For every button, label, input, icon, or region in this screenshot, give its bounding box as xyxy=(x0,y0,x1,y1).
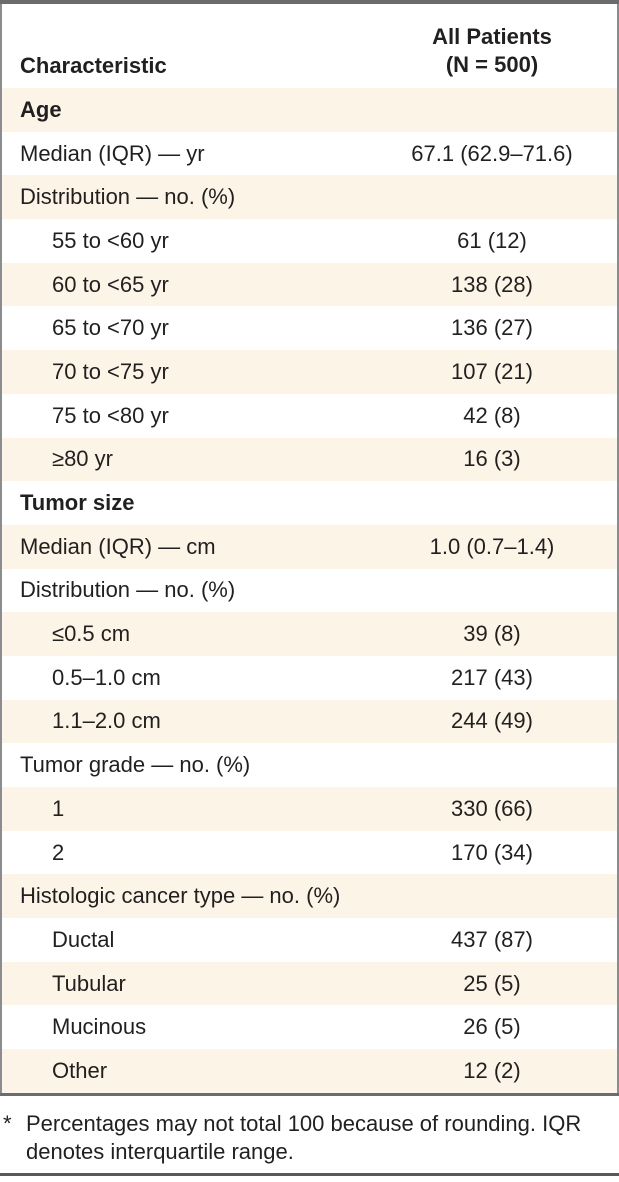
row-label: ≥80 yr xyxy=(52,446,113,472)
row-label: Tumor size xyxy=(20,490,135,516)
row-value: 67.1 (62.9–71.6) xyxy=(411,140,573,166)
table-row: Median (IQR) — yr 67.1 (62.9–71.6) xyxy=(2,131,617,176)
footnote-marker: * xyxy=(3,1110,12,1136)
row-label: 70 to <75 yr xyxy=(52,358,169,384)
page-bottom-rule xyxy=(0,1173,619,1176)
row-value: 61 (12) xyxy=(457,227,527,253)
table-row: Ductal 437 (87) xyxy=(2,918,617,962)
row-value: 42 (8) xyxy=(463,402,521,428)
row-label: 60 to <65 yr xyxy=(52,271,169,297)
table-row: Histologic cancer type — no. (%) xyxy=(2,874,617,919)
table-row: 2 170 (34) xyxy=(2,830,617,875)
row-label: Histologic cancer type — no. (%) xyxy=(20,883,341,909)
table-row: Tumor size xyxy=(2,481,617,525)
table-row: Tumor grade — no. (%) xyxy=(2,743,617,787)
table-header-row: Characteristic All Patients (N = 500) xyxy=(2,4,617,88)
row-label: Distribution — no. (%) xyxy=(20,577,236,603)
table-row: 0.5–1.0 cm 217 (43) xyxy=(2,655,617,700)
table-rows: Age Median (IQR) — yr 67.1 (62.9–71.6) Dist… xyxy=(2,88,617,1093)
row-label: Ductal xyxy=(52,926,115,952)
row-label: ≤0.5 cm xyxy=(52,621,131,647)
row-label: Tumor grade — no. (%) xyxy=(20,752,251,778)
table-row: 1.1–2.0 cm 244 (49) xyxy=(2,699,617,744)
table-top-rule xyxy=(0,0,619,4)
row-label: Other xyxy=(52,1057,108,1083)
column-header-all-patients-line1: All Patients xyxy=(432,24,552,49)
row-label: Median (IQR) — cm xyxy=(20,533,216,559)
row-value: 1.0 (0.7–1.4) xyxy=(429,533,555,559)
row-value: 16 (3) xyxy=(463,446,521,472)
table-row: Tubular 25 (5) xyxy=(2,961,617,1006)
table-row: Distribution — no. (%) xyxy=(2,175,617,220)
row-label: 75 to <80 yr xyxy=(52,402,169,428)
row-value: 244 (49) xyxy=(451,708,533,734)
row-value: 330 (66) xyxy=(451,795,533,821)
row-value: 136 (27) xyxy=(451,315,533,341)
row-label: 0.5–1.0 cm xyxy=(52,664,161,690)
row-label: Distribution — no. (%) xyxy=(20,184,236,210)
row-label: 2 xyxy=(52,839,65,865)
row-value: 107 (21) xyxy=(451,358,533,384)
column-header-all-patients: All Patients (N = 500) xyxy=(367,23,617,78)
table-row: Age xyxy=(2,88,617,132)
row-label: Tubular xyxy=(52,970,126,996)
table-row: 60 to <65 yr 138 (28) xyxy=(2,262,617,307)
table-row: Median (IQR) — cm 1.0 (0.7–1.4) xyxy=(2,524,617,569)
table-row: 70 to <75 yr 107 (21) xyxy=(2,350,617,394)
table-footnote: * Percentages may not total 100 because … xyxy=(0,1096,619,1167)
column-header-characteristic: Characteristic xyxy=(20,52,167,78)
table-row: 65 to <70 yr 136 (27) xyxy=(2,306,617,351)
row-value: 217 (43) xyxy=(451,664,533,690)
row-value: 26 (5) xyxy=(463,1014,521,1040)
row-label: 65 to <70 yr xyxy=(52,315,169,341)
row-value: 437 (87) xyxy=(451,926,533,952)
row-value: 25 (5) xyxy=(463,970,521,996)
table-row: 1 330 (66) xyxy=(2,787,617,831)
table-row: 55 to <60 yr 61 (12) xyxy=(2,219,617,263)
table-row: Mucinous 26 (5) xyxy=(2,1005,617,1050)
table-bottom-rule xyxy=(0,1092,619,1096)
table-row: 75 to <80 yr 42 (8) xyxy=(2,393,617,438)
row-label: 55 to <60 yr xyxy=(52,227,169,253)
row-value: 39 (8) xyxy=(463,621,521,647)
table-row: ≤0.5 cm 39 (8) xyxy=(2,612,617,656)
row-label: 1.1–2.0 cm xyxy=(52,708,161,734)
table-row: Other 12 (2) xyxy=(2,1049,617,1093)
row-label: Median (IQR) — yr xyxy=(20,140,205,166)
table-row: Distribution — no. (%) xyxy=(2,568,617,613)
footnote-text: Percentages may not total 100 because of… xyxy=(26,1110,582,1165)
row-label: 1 xyxy=(52,795,65,821)
column-header-all-patients-line2: (N = 500) xyxy=(445,51,539,77)
table-body: Characteristic All Patients (N = 500) Ag… xyxy=(0,4,619,1093)
row-value: 138 (28) xyxy=(451,271,533,297)
table-row: ≥80 yr 16 (3) xyxy=(2,437,617,482)
row-value: 12 (2) xyxy=(463,1057,521,1083)
row-label: Mucinous xyxy=(52,1014,147,1040)
row-value: 170 (34) xyxy=(451,839,533,865)
row-label: Age xyxy=(20,96,62,122)
